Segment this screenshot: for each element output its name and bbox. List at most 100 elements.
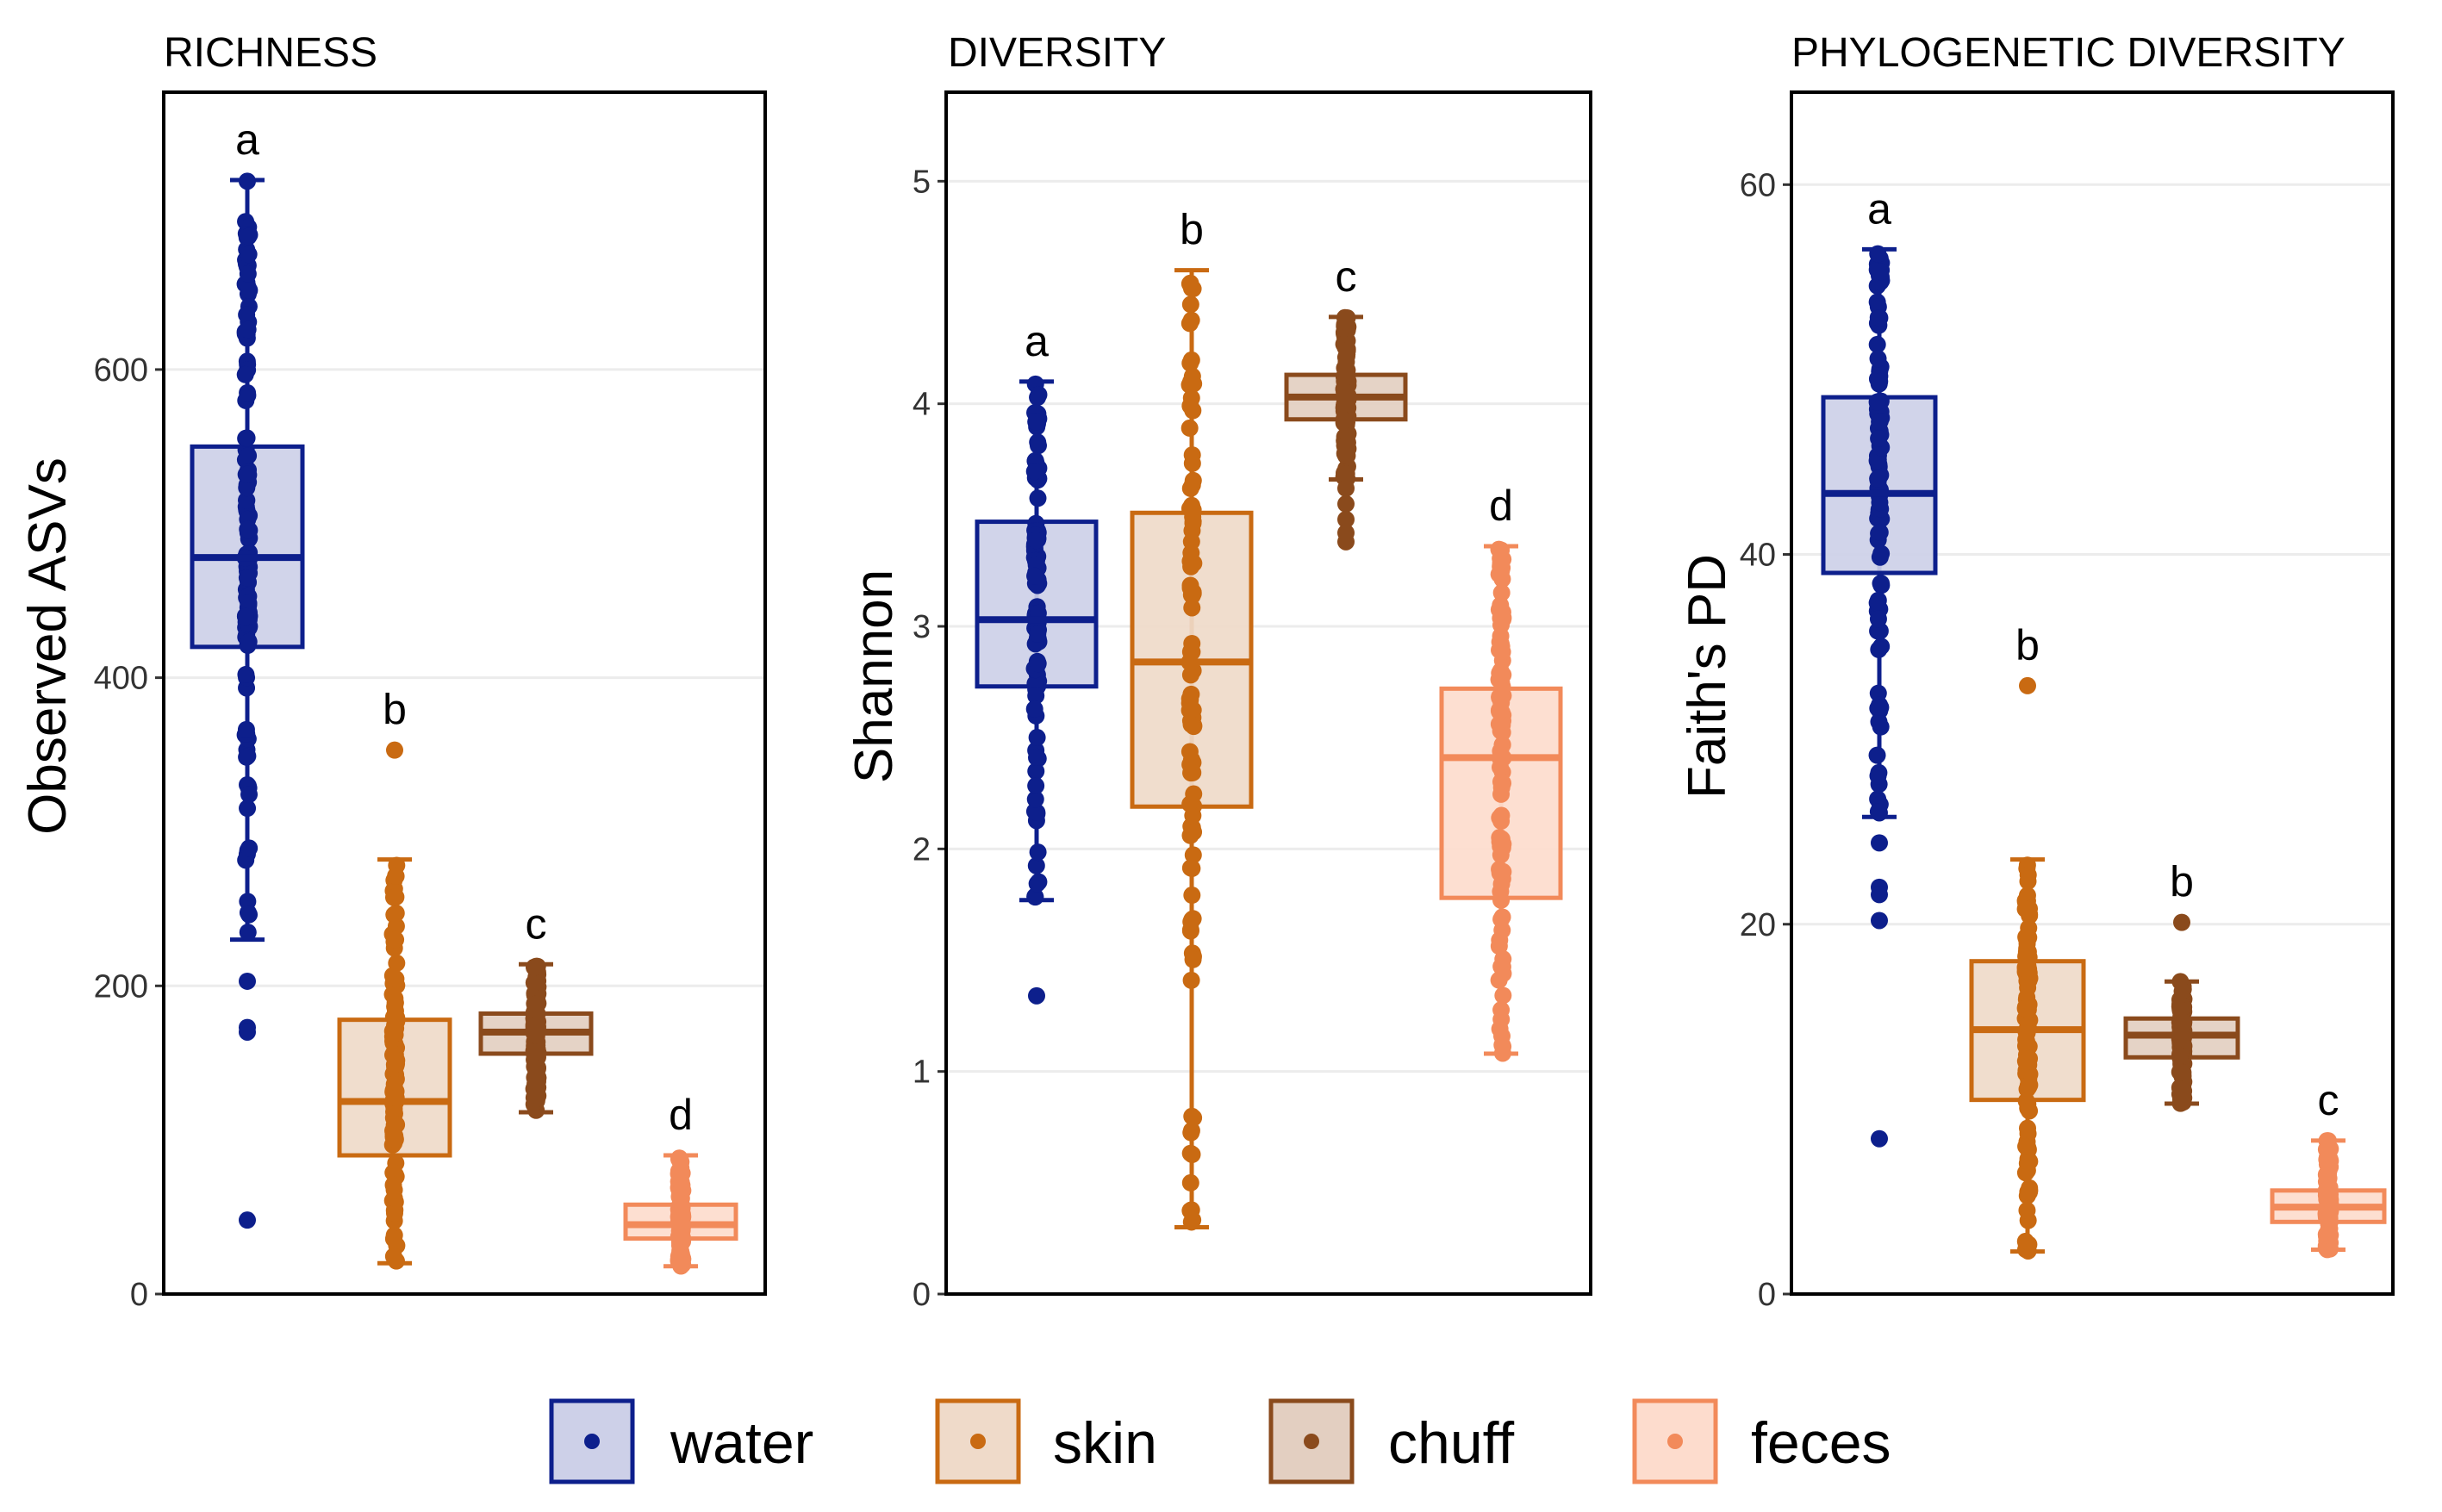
data-point [240,281,259,299]
outlier-point [1871,912,1888,930]
data-point [1183,643,1201,661]
panel-diversity: DIVERSITY Shannon 0 1 2 3 4 5 a b c d [844,30,1592,1313]
data-point [1184,701,1202,719]
data-point [384,1176,402,1194]
data-point [1028,729,1046,747]
box-feces: d [623,1091,738,1275]
data-point [1868,594,1886,612]
outlier-point [1871,834,1888,852]
data-point [239,264,257,283]
data-point [236,607,254,625]
data-point [1491,689,1509,707]
data-point [1026,790,1044,808]
data-point [1493,921,1511,939]
data-point [1869,470,1887,488]
y-tick-label: 4 [913,387,931,423]
data-point [670,1248,688,1266]
y-tick-label: 1 [913,1055,931,1091]
y-axis-title: Observed ASVs [18,457,78,835]
data-point [384,1164,402,1182]
data-point [1025,463,1043,481]
box-water: a [190,115,305,1229]
legend: water skin chuff feces [549,1398,1891,1484]
legend-label-chuff: chuff [1388,1410,1514,1476]
legend-item-feces: feces [1632,1398,1891,1484]
data-point [1185,785,1203,803]
y-tick-label: 200 [94,968,148,1005]
data-point [1030,386,1048,404]
data-point [1492,785,1511,803]
data-point [2321,1140,2339,1158]
data-point [1182,557,1200,576]
data-point [1181,500,1199,518]
y-tick-label: 40 [1740,538,1776,574]
data-point [1027,687,1045,705]
data-point [384,1248,402,1266]
box-water: a [1821,184,1938,1148]
data-point [1183,454,1201,472]
data-point [1492,891,1511,909]
data-point [238,748,256,766]
data-point [1027,777,1045,795]
significance-letter: b [2015,621,2040,669]
data-point [385,1204,403,1223]
outlier-point [1337,532,1355,551]
data-point [1184,846,1202,864]
data-point [1868,393,1886,411]
legend-label-water: water [670,1410,813,1476]
data-point [2016,960,2034,978]
data-point [1872,575,1890,593]
data-point [525,974,543,992]
outlier-point [239,1023,256,1041]
significance-letter: c [2318,1076,2339,1124]
data-point [1492,806,1511,824]
outlier-point [2173,913,2190,931]
y-tick-label: 3 [913,609,931,645]
data-point [670,1162,688,1180]
data-point [527,995,545,1013]
panel-title: RICHNESS [164,30,377,76]
data-point [1492,1001,1511,1019]
data-point [240,594,258,612]
data-point [1869,350,1887,368]
legend-dot-water [584,1434,600,1449]
data-point [237,665,255,683]
data-point [1869,610,1887,628]
y-tick-label: 400 [94,661,148,697]
y-axis-title: Faith's PD [1678,554,1737,799]
box-skin: b [337,686,452,1270]
data-point [1490,971,1508,989]
data-point [1184,763,1202,781]
data-point [1871,494,1889,512]
data-point [239,465,257,483]
data-point [1868,451,1886,470]
data-point [1025,700,1043,718]
data-point [526,1043,544,1061]
data-point [238,306,256,324]
data-point [1181,419,1199,437]
data-point [1871,412,1889,430]
data-point [2171,1063,2189,1081]
data-point [1181,1144,1199,1162]
data-point [1869,245,1887,263]
legend-dot-chuff [1304,1434,1319,1449]
data-point [1872,544,1891,563]
legend-item-skin: skin [935,1398,1157,1484]
data-point [238,569,256,587]
y-tick-label: 60 [1740,167,1776,203]
y-tick-label: 20 [1740,907,1776,943]
data-point [1181,743,1199,761]
data-point [1494,608,1512,626]
data-point [1494,986,1512,1005]
data-point [385,1189,403,1207]
data-point [1182,971,1200,989]
data-point [387,867,405,885]
data-point [1337,464,1355,482]
data-point [1183,521,1201,539]
box-water: a [975,317,1099,1005]
data-point [239,383,257,401]
data-point [1182,1122,1200,1140]
data-point [1492,875,1511,893]
data-point [529,1086,547,1104]
